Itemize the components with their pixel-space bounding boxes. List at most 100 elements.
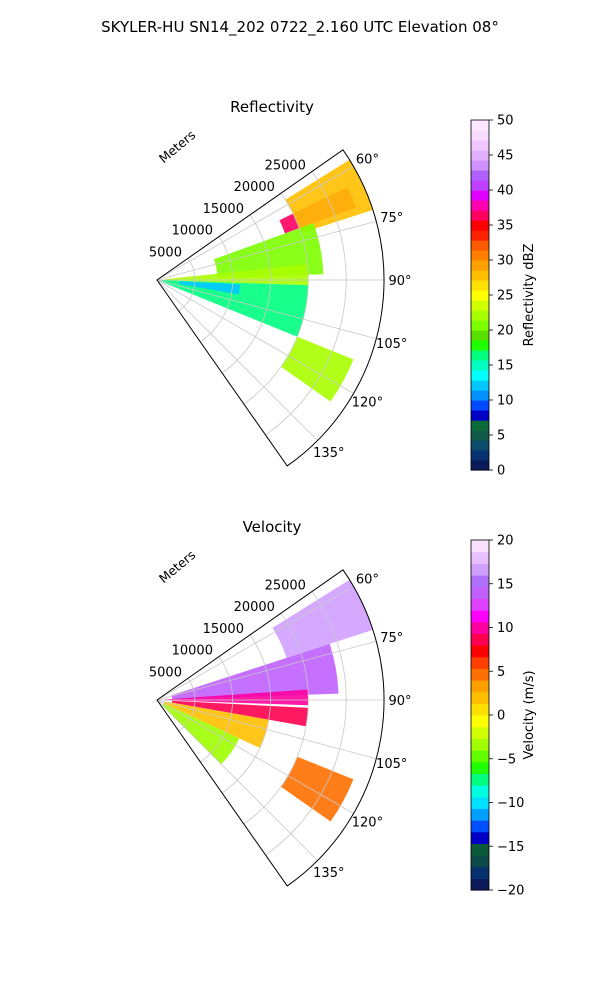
colorbar-tick-label: 5 <box>497 429 505 444</box>
colorbar-segment <box>471 645 489 658</box>
azimuth-spoke <box>156 699 377 760</box>
azimuth-tick-label: 75° <box>380 211 403 226</box>
data-region-1 <box>285 159 373 234</box>
colorbar-segment <box>471 120 489 131</box>
colorbar-segment <box>471 380 489 391</box>
colorbar-segment <box>471 691 489 704</box>
colorbar-segment <box>471 843 489 856</box>
azimuth-tick-label: 60° <box>356 153 379 168</box>
colorbar-segment <box>471 340 489 351</box>
azimuth-spoke <box>156 699 354 814</box>
colorbar-segment <box>471 150 489 161</box>
azimuth-spoke <box>156 640 377 701</box>
colorbar-segment <box>471 400 489 411</box>
colorbar-segment <box>471 430 489 441</box>
data-region-5 <box>280 336 354 402</box>
reflectivity-panel: Reflectivity Meters 5000 10000 15000 20000 2… <box>149 98 537 479</box>
data-region-2 <box>164 689 309 706</box>
colorbar-segment <box>471 621 489 634</box>
colorbar-segment <box>471 680 489 693</box>
colorbar-segment <box>471 785 489 798</box>
radial-tick-label: 15000 <box>203 202 244 217</box>
radial-tick-label: 10000 <box>172 644 213 659</box>
colorbar-tick-label: −20 <box>497 884 524 899</box>
colorbar-tick-label: 40 <box>497 184 514 199</box>
colorbar-tick-label: 25 <box>497 289 514 304</box>
azimuth-tick-label: 135° <box>313 866 344 881</box>
radial-tick-label: 20000 <box>234 180 275 195</box>
sector-frame <box>156 569 385 887</box>
colorbar-segment <box>471 773 489 786</box>
colorbar-tick-label: 10 <box>497 621 514 636</box>
colorbar-segment <box>471 703 489 716</box>
colorbar-segment <box>471 410 489 421</box>
colorbar-tick-label: 20 <box>497 534 514 549</box>
colorbar-segment <box>471 633 489 646</box>
azimuth-spoke <box>156 279 354 394</box>
colorbar-tick-label: 15 <box>497 577 514 592</box>
colorbar-segment <box>471 190 489 201</box>
colorbar-segment <box>471 350 489 361</box>
range-ring <box>265 591 347 856</box>
range-ring <box>243 612 309 825</box>
colorbar-tick-label: −10 <box>497 796 524 811</box>
colorbar-segment <box>471 180 489 191</box>
colorbar-segment <box>471 820 489 833</box>
colorbar-tick-label: −5 <box>497 752 516 767</box>
colorbar-tick-label: 50 <box>497 114 514 129</box>
data-region-3 <box>171 700 309 727</box>
range-ring <box>221 214 271 374</box>
colorbar-label: Velocity (m/s) <box>522 670 537 759</box>
data-region-1 <box>171 643 339 700</box>
colorbar-tick-label: 5 <box>497 665 505 680</box>
colorbar-segment <box>471 598 489 611</box>
colorbar-tick-label: 30 <box>497 254 514 269</box>
sector-frame <box>156 149 385 467</box>
azimuth-tick-label: 60° <box>356 573 379 588</box>
colorbar-segment <box>471 270 489 281</box>
azimuth-tick-label: 135° <box>313 446 344 461</box>
colorbar-segment <box>471 390 489 401</box>
colorbar-segment <box>471 440 489 451</box>
reflectivity-title: Reflectivity <box>230 98 314 116</box>
colorbar-segment <box>471 575 489 588</box>
range-ring <box>243 192 309 405</box>
colorbar-segment <box>471 450 489 461</box>
colorbar-segment <box>471 831 489 844</box>
colorbar-segment <box>471 250 489 261</box>
azimuth-tick-label: 90° <box>388 274 411 289</box>
colorbar-segment <box>471 210 489 221</box>
velocity-radial-label: Meters <box>156 547 198 586</box>
azimuth-spoke <box>156 279 377 340</box>
figure-suptitle: SKYLER-HU SN14_202 0722_2.160 UTC Elevat… <box>101 18 499 37</box>
colorbar-segment <box>471 656 489 669</box>
colorbar-tick-label: −15 <box>497 840 524 855</box>
colorbar-segment <box>471 855 489 868</box>
radial-tick-label: 25000 <box>265 158 306 173</box>
colorbar-tick-label: 35 <box>497 219 514 234</box>
colorbar-segment <box>471 540 489 553</box>
colorbar-segment <box>471 220 489 231</box>
radial-tick-label: 20000 <box>234 600 275 615</box>
colorbar-segment <box>471 796 489 809</box>
colorbar-segment <box>471 360 489 371</box>
velocity-panel: Velocity Meters 5000 10000 15000 20000 25000… <box>149 518 537 899</box>
colorbar-label: Reflectivity dBZ <box>522 244 537 347</box>
colorbar-segment <box>471 240 489 251</box>
reflectivity-radial-label: Meters <box>156 127 198 166</box>
radial-tick-label: 10000 <box>172 224 213 239</box>
velocity-title: Velocity <box>243 518 302 536</box>
radial-tick-label: 15000 <box>203 622 244 637</box>
colorbar-tick-label: 10 <box>497 394 514 409</box>
data-region-4 <box>160 280 309 337</box>
colorbar-segment <box>471 808 489 821</box>
azimuth-tick-label: 120° <box>352 396 383 411</box>
colorbar-segment <box>471 280 489 291</box>
azimuth-spoke <box>156 586 354 701</box>
colorbar-segment <box>471 320 489 331</box>
radial-tick-label: 25000 <box>265 578 306 593</box>
radial-tick-label: 5000 <box>149 245 182 260</box>
colorbar-segment <box>471 866 489 879</box>
colorbar-segment <box>471 761 489 774</box>
data-region-5 <box>280 756 354 822</box>
